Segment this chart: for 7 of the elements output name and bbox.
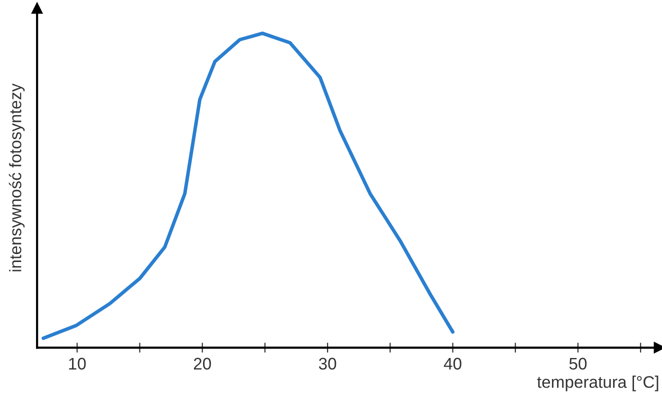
x-tick-label: 20: [194, 358, 211, 370]
x-tick-label: 40: [444, 358, 462, 370]
x-axis-title: temperatura [°C]: [537, 376, 658, 392]
x-tick-label: 30: [318, 358, 336, 370]
x-tick-label: 10: [69, 358, 86, 370]
x-tick-label: 50: [569, 358, 587, 370]
y-axis-title: intensywność fotosyntezy: [8, 83, 25, 272]
